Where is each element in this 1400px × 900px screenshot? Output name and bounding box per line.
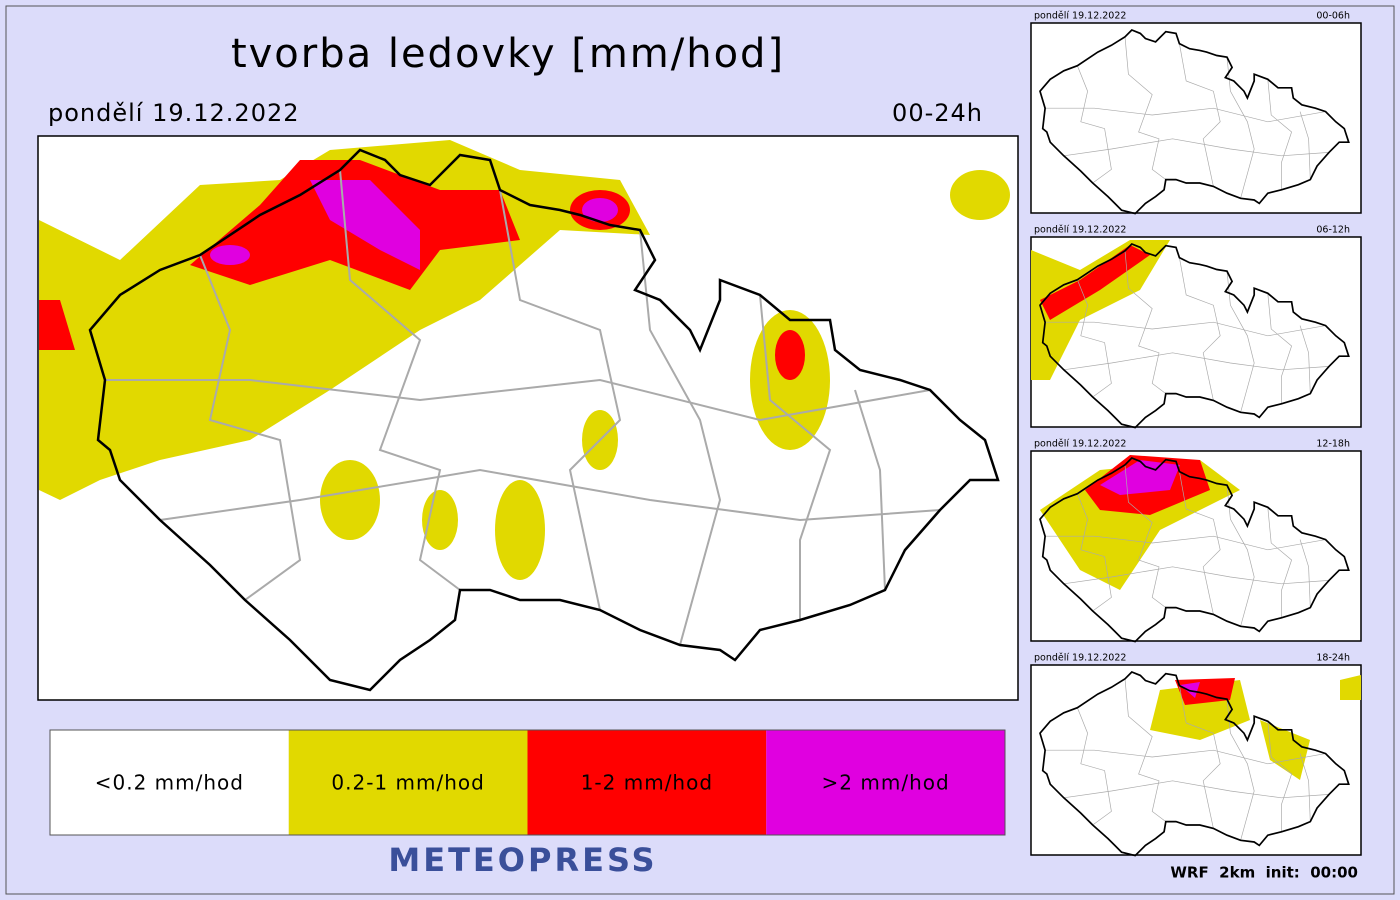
legend-border <box>49 729 1006 836</box>
thumbnail: pondělí 19.12.2022 06-12h <box>1030 225 1362 429</box>
frame <box>5 5 1395 895</box>
thumb-frame <box>1030 236 1362 428</box>
legend-label: >2 mm/hod <box>822 771 950 795</box>
thumbnail: pondělí 19.12.2022 12-18h <box>1030 439 1362 643</box>
thumb-date: pondělí 19.12.2022 <box>1034 11 1126 22</box>
date: pondělí 19.12.2022 <box>48 99 300 127</box>
thumb-period: 12-18h <box>1316 439 1350 450</box>
thumb-area <box>1040 245 1150 320</box>
thumbnail: pondělí 19.12.2022 00-06h <box>1030 11 1362 215</box>
thumb-date: pondělí 19.12.2022 <box>1034 653 1126 664</box>
legend-swatch <box>288 730 528 835</box>
thumb-period: 00-06h <box>1316 11 1350 22</box>
legend-swatch <box>766 730 1005 835</box>
thumb-area <box>1260 720 1310 780</box>
brand: METEOPRESS <box>388 841 657 879</box>
title: tvorba ledovky [mm/hod] <box>231 31 785 77</box>
period: 00-24h <box>892 99 983 127</box>
thumb-frame <box>1030 22 1362 214</box>
thumb-date: pondělí 19.12.2022 <box>1034 439 1126 450</box>
legend-swatch <box>50 730 289 835</box>
thumb-period: 18-24h <box>1316 653 1350 664</box>
thumb-period: 06-12h <box>1316 225 1350 236</box>
legend-label: <0.2 mm/hod <box>95 771 244 795</box>
thumb-area <box>1031 240 1170 380</box>
legend-label: 1-2 mm/hod <box>581 771 713 795</box>
legend: <0.2 mm/hod 0.2-1 mm/hod 1-2 mm/hod >2 mm/h… <box>49 729 1006 836</box>
footer: WRF 2km init: 00:00 <box>1170 864 1358 882</box>
thumb-area <box>1100 460 1180 495</box>
main-map <box>37 135 1019 701</box>
legend-label: 0.2-1 mm/hod <box>331 771 484 795</box>
thumbnail: pondělí 19.12.2022 18-24h <box>1030 653 1362 857</box>
thumb-area <box>1340 675 1361 700</box>
legend-swatch <box>527 730 767 835</box>
thumb-date: pondělí 19.12.2022 <box>1034 225 1126 236</box>
